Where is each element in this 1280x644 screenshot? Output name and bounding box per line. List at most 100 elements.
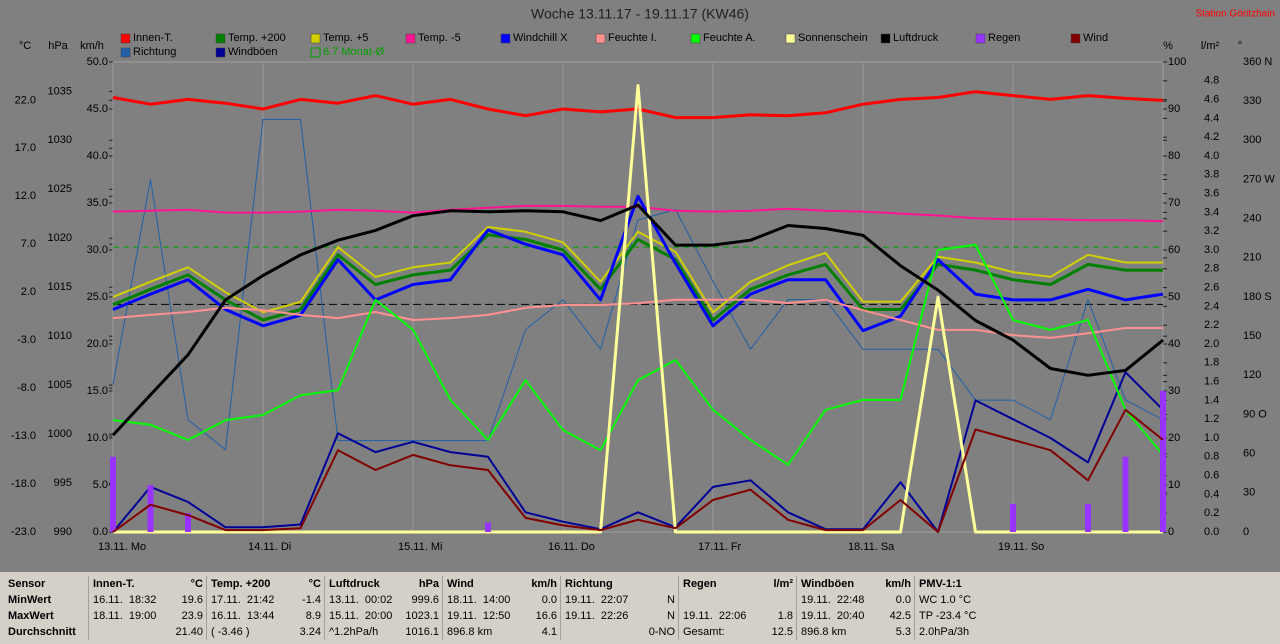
legend-swatch xyxy=(215,33,226,44)
rain-bar xyxy=(147,485,154,532)
series-line xyxy=(112,408,1164,533)
cell-text: -1.4 xyxy=(302,594,321,606)
legend-swatch xyxy=(120,33,131,44)
y-tick-label: 1.0 xyxy=(1204,432,1219,444)
cell-text: Innen-T. xyxy=(93,578,135,590)
cell-text: 0-NO xyxy=(648,626,675,638)
cell-text: 0.0 xyxy=(541,594,557,606)
row-label: MaxWert xyxy=(8,610,54,622)
y-tick-label: 1005 xyxy=(48,379,72,391)
table-row: 18.11. 19:00 23.9 xyxy=(93,608,203,624)
y-tick-label: 30.0 xyxy=(87,244,108,256)
series-line xyxy=(112,194,1164,333)
row-label: Durchschnitt xyxy=(8,626,76,638)
cell-text: N xyxy=(667,610,675,622)
cell-text: 19.11. 22:06 xyxy=(683,610,747,622)
rain-bar xyxy=(1122,456,1129,532)
table-row xyxy=(683,592,793,608)
y-tick-label: 270 W xyxy=(1243,173,1275,185)
y-tick-label: 300 xyxy=(1243,134,1261,146)
legend-label: 6.7 Monat-Ø xyxy=(323,46,385,58)
series-line xyxy=(112,90,1164,120)
table-row: 19.11. 12:50 16.6 xyxy=(447,608,557,624)
table-group: Innen-T. °C 16.11. 18:32 19.6 18.11. 19:00 23… xyxy=(88,576,203,640)
axis-unit: ° xyxy=(1238,40,1242,52)
legend-swatch xyxy=(310,47,321,58)
series-line xyxy=(111,203,1164,437)
legend-label: Wind xyxy=(1083,32,1108,44)
legend-swatch xyxy=(975,33,986,44)
cell-text: °C xyxy=(190,578,203,590)
y-tick-label: 0.0 xyxy=(93,526,108,538)
legend-label: Richtung xyxy=(133,46,176,58)
x-tick-label: 19.11. So xyxy=(998,541,1044,553)
cell-text: 13.11. 00:02 xyxy=(329,594,393,606)
y-tick-label: 100 xyxy=(1168,56,1186,68)
cell-text: 4.1 xyxy=(541,626,557,638)
y-tick-label: 4.6 xyxy=(1204,94,1219,106)
legend-swatch xyxy=(215,47,226,58)
y-tick-label: -18.0 xyxy=(11,478,36,490)
legend-label: Temp. +5 xyxy=(323,32,369,44)
cell-text: 1.8 xyxy=(777,610,793,622)
y-tick-label: -3.0 xyxy=(17,334,36,346)
x-tick-label: 17.11. Fr xyxy=(698,541,742,553)
group-header: PMV-1:1 xyxy=(919,576,1029,592)
table-row: 15.11. 20:00 1023.1 xyxy=(329,608,439,624)
y-tick-label: 3.8 xyxy=(1204,169,1219,181)
y-tick-label: 1020 xyxy=(48,232,72,244)
y-tick-label: -8.0 xyxy=(17,382,36,394)
chart-title: Woche 13.11.17 - 19.11.17 (KW46) xyxy=(531,6,749,22)
table-row: Gesamt: 12.5 xyxy=(683,624,793,640)
cell-text: N xyxy=(667,594,675,606)
cell-text: Windböen xyxy=(801,578,855,590)
y-tick-label: 150 xyxy=(1243,330,1261,342)
table-group: Wind km/h 18.11. 14:00 0.0 19.11. 12:50 16.6 8… xyxy=(442,576,557,640)
x-tick-label: 15.11. Mi xyxy=(398,541,442,553)
cell-text: 18.11. 14:00 xyxy=(447,594,511,606)
axis-unit: km/h xyxy=(80,40,104,52)
table-row: 2.0hPa/3h xyxy=(919,624,1029,640)
cell-text: Temp. +200 xyxy=(211,578,271,590)
table-row: 19.11. 22:06 1.8 xyxy=(683,608,793,624)
table-row: 896.8 km 5.3 xyxy=(801,624,911,640)
y-tick-label: 90 O xyxy=(1243,408,1267,420)
y-tick-label: 4.2 xyxy=(1204,131,1219,143)
y-tick-label: 1010 xyxy=(48,330,72,342)
cell-text: 1016.1 xyxy=(405,626,439,638)
y-tick-label: 15.0 xyxy=(87,385,108,397)
y-tick-label: 1030 xyxy=(48,134,72,146)
y-tick-label: 1.6 xyxy=(1204,376,1219,388)
cell-text: 17.11. 21:42 xyxy=(211,594,275,606)
legend-swatch xyxy=(1070,33,1081,44)
legend-label: Feuchte A. xyxy=(703,32,756,44)
y-tick-label: 0.2 xyxy=(1204,507,1219,519)
y-tick-label: 4.8 xyxy=(1204,75,1219,87)
table-row: 18.11. 14:00 0.0 xyxy=(447,592,557,608)
cell-text: 42.5 xyxy=(889,610,911,622)
cell-text: 15.11. 20:00 xyxy=(329,610,393,622)
series-line xyxy=(112,371,1164,533)
y-tick-label: 360 N xyxy=(1243,56,1272,68)
legend-swatch xyxy=(785,33,796,44)
group-header: Temp. +200 °C xyxy=(211,576,321,592)
cell-text: 3.24 xyxy=(299,626,321,638)
table-row: 0-NO xyxy=(565,624,675,640)
series-line xyxy=(112,204,1164,223)
series-line xyxy=(112,118,1164,451)
cell-text: Richtung xyxy=(565,578,613,590)
cell-text: 19.11. 22:07 xyxy=(565,594,629,606)
cell-text: ^1.2hPa/h xyxy=(329,626,379,638)
cell-text: 19.11. 20:40 xyxy=(801,610,865,622)
cell-text: °C xyxy=(308,578,321,590)
y-tick-label: 50.0 xyxy=(87,56,108,68)
y-tick-label: 1.2 xyxy=(1204,413,1219,425)
cell-text: 12.5 xyxy=(771,626,793,638)
table-group: Luftdruck hPa 13.11. 00:02 999.6 15.11. 20:0… xyxy=(324,576,439,640)
y-tick-label: 2.0 xyxy=(1204,338,1219,350)
table-row: 16.11. 13:44 8.9 xyxy=(211,608,321,624)
cell-text: 8.9 xyxy=(305,610,321,622)
table-row: 19.11. 20:40 42.5 xyxy=(801,608,911,624)
cell-text: WC 1.0 °C xyxy=(919,594,972,606)
row-label: Sensor xyxy=(8,578,46,590)
